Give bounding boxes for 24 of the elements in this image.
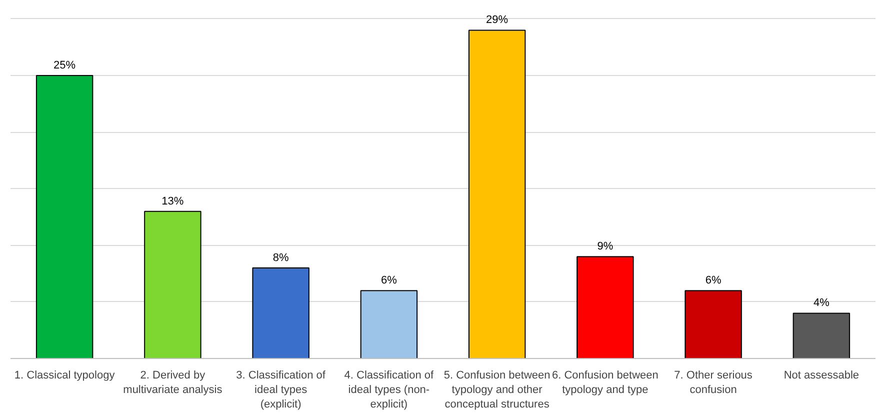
x-tick-label: 1. Classical typology [14, 370, 116, 382]
x-tick-label: 5. Confusion between typology and other conceptual structures [444, 370, 550, 410]
x-tick-label: Not assessable [784, 370, 860, 382]
x-tick-label: 3. Classification of ideal types (explicit) [236, 370, 326, 410]
data-label: 6% [380, 274, 398, 287]
data-label: 29% [486, 14, 508, 26]
bar [252, 267, 310, 358]
bar [36, 74, 94, 358]
data-label: 6% [705, 274, 722, 287]
data-label: 4% [813, 297, 830, 310]
bar [468, 30, 526, 358]
data-label: 25% [54, 59, 76, 72]
x-tick-label: 4. Classification of ideal types (non-explicit) [344, 370, 435, 410]
data-label: 8% [272, 252, 289, 264]
data-label: 13% [162, 195, 184, 208]
bar [684, 290, 742, 358]
data-label: 9% [597, 240, 614, 253]
bar [576, 256, 634, 358]
x-tick-label: 7. Other serious confusion [674, 370, 753, 396]
bar [144, 210, 202, 358]
x-tick-label: 2. Derived by multivariate analysis [123, 370, 223, 396]
bar [360, 290, 418, 358]
x-tick-label: 6. Confusion between typology and type [552, 370, 658, 396]
bar [792, 312, 850, 358]
